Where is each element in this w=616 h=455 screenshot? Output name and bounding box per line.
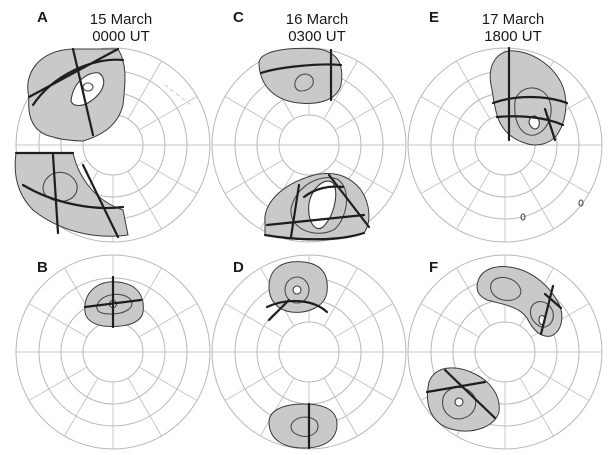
panel-label-e: E xyxy=(429,9,439,26)
boundary-c-6 xyxy=(302,185,345,199)
core-region-f-lower xyxy=(454,397,464,407)
column-title-1: 15 March 0000 UT xyxy=(90,11,153,45)
panel-label-c: C xyxy=(233,9,244,26)
column-title-2-time: 0300 UT xyxy=(288,28,346,45)
core-region-c xyxy=(308,180,337,229)
column-title-2-date: 16 March xyxy=(286,11,349,28)
dashed-line-a xyxy=(164,84,192,106)
panel-label-f: F xyxy=(429,259,438,276)
boundary-a-6 xyxy=(51,153,60,235)
polar-plot-c xyxy=(211,47,407,243)
shaded-region-c-upper xyxy=(258,47,343,104)
contour-c-lower xyxy=(290,177,348,234)
boundary-c-1 xyxy=(259,63,343,75)
panel-label-b: B xyxy=(37,259,48,276)
boundary-f-3 xyxy=(443,368,497,420)
contour-e-small-2 xyxy=(578,199,584,207)
boundary-c-7 xyxy=(263,231,366,241)
boundary-d-2 xyxy=(267,298,291,322)
column-title-1-date: 15 March xyxy=(90,11,153,28)
column-title-2: 16 March 0300 UT xyxy=(286,11,349,45)
boundary-f-4 xyxy=(425,380,487,394)
boundary-f-1 xyxy=(539,284,555,336)
contour-e-small-1 xyxy=(520,213,526,221)
column-title-3: 17 March 1800 UT xyxy=(482,11,545,45)
core-region-a xyxy=(70,72,105,107)
contour-d-lower xyxy=(290,416,319,437)
contour-a-center xyxy=(82,82,94,92)
contour-c-upper xyxy=(294,73,314,92)
boundary-a-2 xyxy=(71,47,95,137)
contour-b xyxy=(96,293,133,315)
boundary-f-2 xyxy=(543,292,563,310)
column-title-1-time: 0000 UT xyxy=(92,28,150,45)
polar-plot-b xyxy=(15,254,211,450)
contour-f-upper-2 xyxy=(529,301,554,328)
panel-label-d: D xyxy=(233,259,244,276)
column-title-3-date: 17 March xyxy=(482,11,545,28)
contour-a-lower xyxy=(42,171,78,202)
boundary-e-3 xyxy=(495,115,565,127)
boundary-a-5 xyxy=(21,183,125,210)
boundary-a-3 xyxy=(31,58,125,107)
boundary-a-7 xyxy=(81,163,120,239)
boundary-e-4 xyxy=(543,107,557,142)
boundary-d-1 xyxy=(265,299,329,314)
contour-d-upper xyxy=(284,276,310,304)
polar-plot-f xyxy=(407,254,603,450)
polar-plot-d xyxy=(211,254,407,450)
boundary-a-1 xyxy=(27,47,120,99)
boundary-c-5 xyxy=(327,173,371,229)
boundary-c-3 xyxy=(265,213,366,227)
core-region-d xyxy=(292,285,302,295)
shaded-region-d-lower xyxy=(268,403,338,449)
shaded-region-a-lower xyxy=(14,152,129,237)
boundary-c-4 xyxy=(289,183,301,239)
polar-plot-e xyxy=(407,46,603,243)
contour-f-upper-1 xyxy=(490,276,522,301)
column-title-3-time: 1800 UT xyxy=(484,28,542,45)
boundary-b-2 xyxy=(83,298,143,309)
panel-label-a: A xyxy=(37,9,48,26)
polar-plot-a xyxy=(14,47,211,243)
boundary-e-2 xyxy=(491,95,569,105)
